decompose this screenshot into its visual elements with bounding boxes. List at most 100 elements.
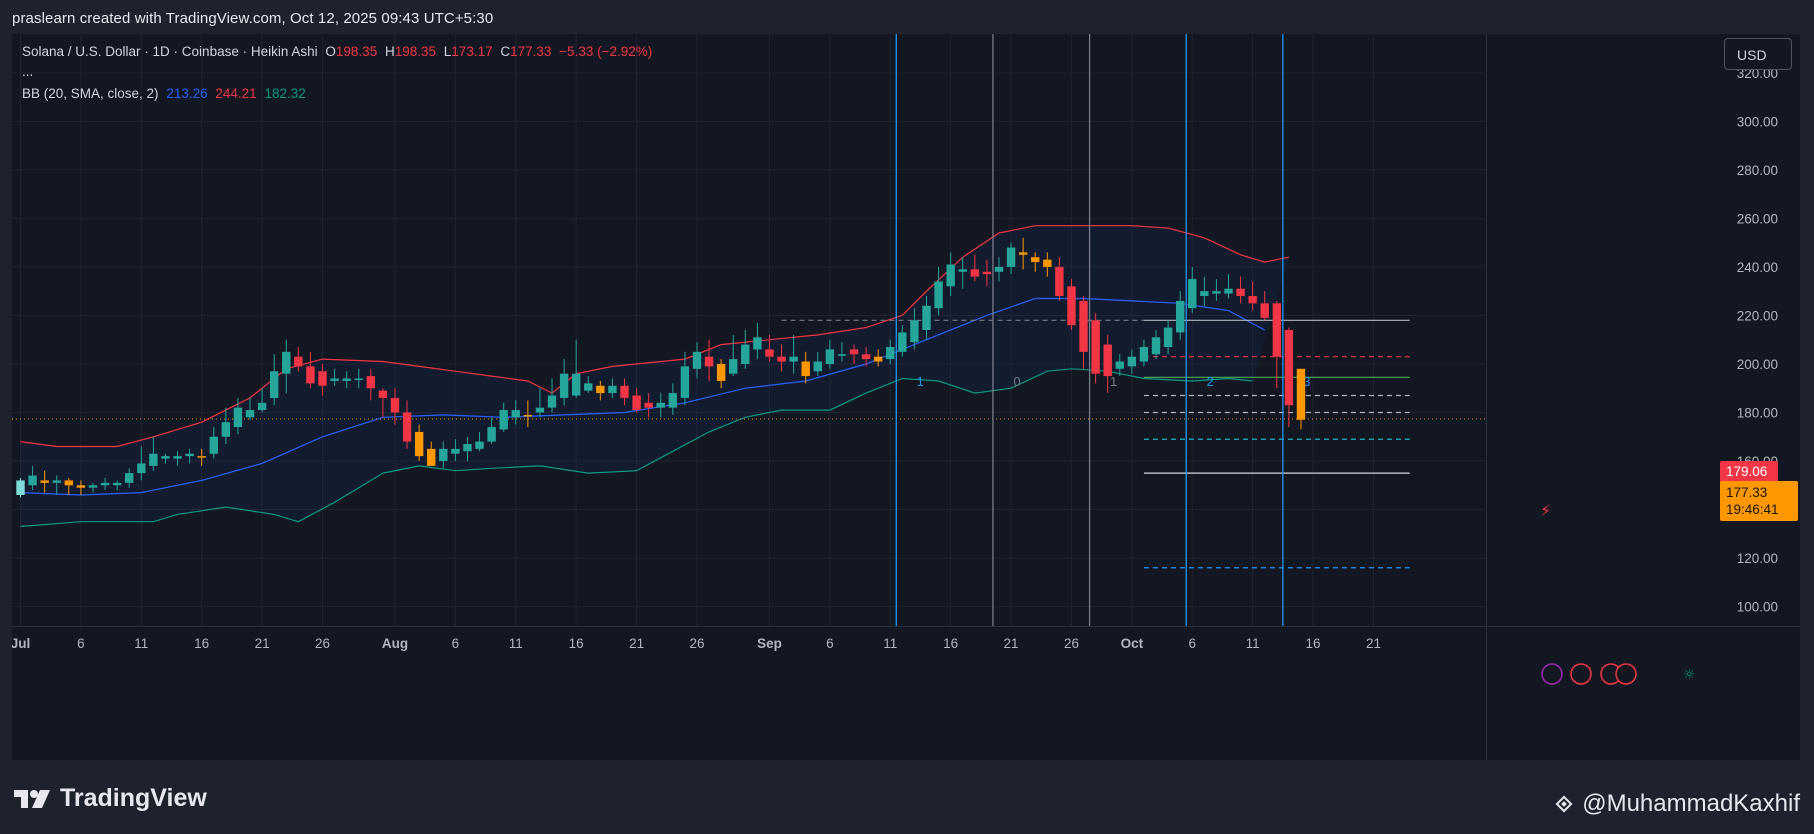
price-tick-label: 180.00 <box>1737 405 1778 420</box>
time-tick-label: 6 <box>452 636 460 651</box>
grid-lines <box>12 34 1486 626</box>
candle-body <box>946 264 955 287</box>
close-label: C <box>500 44 511 59</box>
candle-body <box>886 346 895 360</box>
candle-body <box>571 373 581 396</box>
time-tick-label: 16 <box>194 636 209 651</box>
candle-body <box>861 354 871 360</box>
candle-body <box>233 407 243 428</box>
candle-body <box>245 410 255 418</box>
price-tick-label: 220.00 <box>1737 308 1778 323</box>
candle-body <box>318 371 327 386</box>
candle-body <box>753 337 762 350</box>
event-markers <box>1541 663 1637 685</box>
chart-background <box>12 34 1800 760</box>
price-tick-label: 100.00 <box>1737 600 1778 615</box>
bb-upper-value: 244.21 <box>215 86 257 101</box>
candle-body <box>366 376 376 389</box>
chart-header: praslearn created with TradingView.com, … <box>12 10 494 27</box>
price-tick-label: 280.00 <box>1737 163 1778 178</box>
time-tick-label: 6 <box>1189 636 1197 651</box>
candle-body <box>849 349 859 355</box>
candle-body <box>161 456 170 459</box>
candle-body <box>221 422 231 437</box>
candle-body <box>1212 291 1221 294</box>
tradingview-brand-text: TradingView <box>60 784 207 812</box>
candle-body <box>414 431 424 457</box>
candle-body <box>1163 327 1173 347</box>
candle-body <box>1260 303 1269 318</box>
candle-body <box>100 482 110 486</box>
candle-body <box>958 269 967 272</box>
candle-body <box>1055 266 1064 297</box>
symbol-title[interactable]: Solana / U.S. Dollar · 1D · Coinbase · H… <box>22 44 318 59</box>
candle-body <box>330 378 339 381</box>
time-tick-label: Sep <box>757 636 782 651</box>
candle-body <box>765 349 774 357</box>
candle-body <box>1079 300 1088 352</box>
candle-body <box>463 444 472 452</box>
candle-body <box>149 453 158 466</box>
time-tick-label: Jul <box>12 636 30 651</box>
candle-body <box>451 448 460 454</box>
candle-body <box>487 427 496 442</box>
candle-body <box>837 354 847 356</box>
candle-body <box>644 402 653 408</box>
cycle-label: 2 <box>1207 374 1214 389</box>
candle-body <box>499 410 508 430</box>
candle-body <box>729 359 738 374</box>
bb-indicator-legend[interactable]: BB (20, SMA, close, 2) 213.26 244.21 182… <box>22 86 310 101</box>
candle-body <box>922 305 931 330</box>
bar-countdown: 19:46:41 <box>1726 502 1779 517</box>
candle-body <box>342 378 351 381</box>
binance-icon <box>1555 795 1573 813</box>
candle-body <box>656 402 665 408</box>
price-tick-label: 120.00 <box>1737 551 1778 566</box>
candle-body <box>584 383 593 391</box>
time-tick-label: 16 <box>943 636 958 651</box>
candle-body <box>378 390 388 398</box>
candle-body <box>704 356 714 367</box>
time-tick-label: 6 <box>826 636 834 651</box>
candle-body <box>1200 291 1209 297</box>
time-tick-label: 16 <box>569 636 584 651</box>
candle-body <box>1043 259 1052 267</box>
candle-body <box>596 385 605 394</box>
candle-body <box>1127 356 1137 367</box>
currency-button[interactable]: USD <box>1724 38 1792 70</box>
candle-body <box>741 344 750 364</box>
time-tick-label: 21 <box>1004 636 1019 651</box>
candle-body <box>64 480 74 486</box>
candle-body <box>789 356 798 362</box>
open-value: 198.35 <box>335 44 378 59</box>
candle-body <box>825 349 835 364</box>
legend-more-button[interactable]: ... <box>22 64 34 79</box>
candle-body <box>1115 361 1124 369</box>
high-value: 198.35 <box>394 44 437 59</box>
price-chart[interactable]: 10123100.00120.00140.00160.00180.00200.0… <box>12 34 1800 760</box>
candle-body <box>28 475 37 486</box>
price-tick-label: 300.00 <box>1737 114 1778 129</box>
candle-body <box>873 356 883 362</box>
candle-body <box>970 269 980 277</box>
tradingview-logo[interactable]: TradingView <box>14 784 207 813</box>
candle-body <box>680 366 690 398</box>
candle-body <box>692 351 702 369</box>
candle-body <box>1296 368 1306 420</box>
high-label: H <box>384 44 395 59</box>
candle-body <box>1018 252 1028 255</box>
candle-body <box>523 414 533 417</box>
candles <box>16 237 1306 498</box>
time-tick-label: 11 <box>1246 636 1260 651</box>
candle-body <box>1091 320 1100 374</box>
candle-body <box>982 271 992 275</box>
us-flag-event-icon <box>1615 663 1637 685</box>
bollinger-band-fill <box>20 225 1289 527</box>
bb-lower-value: 182.32 <box>264 86 306 101</box>
low-label: L <box>443 44 452 59</box>
candle-body <box>535 407 545 413</box>
candle-body <box>934 281 943 309</box>
price-change: −5.33 (−2.92%) <box>559 44 653 59</box>
author-handle: @MuhammadKaxhif <box>1582 790 1800 817</box>
last-price-value: 177.33 <box>1726 485 1768 500</box>
